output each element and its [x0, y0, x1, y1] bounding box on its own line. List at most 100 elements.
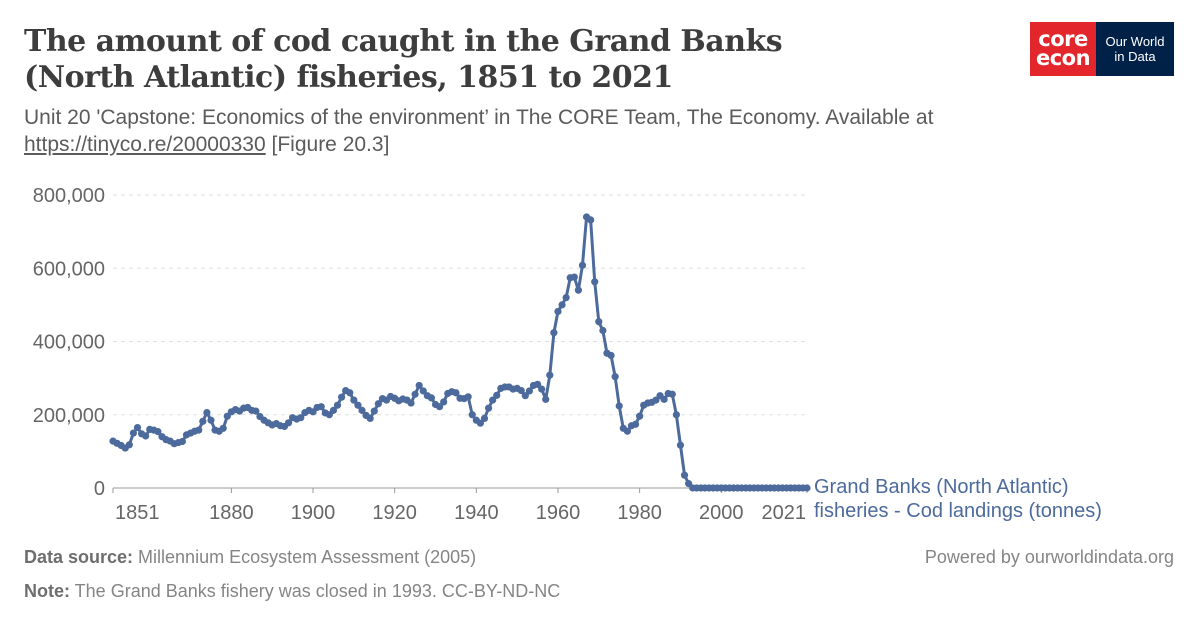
data-point[interactable] [427, 394, 436, 402]
data-point[interactable] [542, 395, 550, 403]
data-point[interactable] [358, 406, 366, 414]
data-point[interactable] [574, 286, 582, 294]
data-point[interactable] [546, 371, 554, 379]
data-point[interactable] [615, 402, 623, 410]
data-point[interactable] [660, 395, 668, 403]
data-point[interactable] [415, 381, 423, 390]
data-point[interactable] [591, 278, 599, 286]
data-point[interactable] [284, 419, 293, 427]
data-points [109, 213, 811, 492]
data-point[interactable] [587, 216, 595, 224]
data-point[interactable] [554, 307, 562, 316]
data-point[interactable] [525, 387, 534, 395]
data-point[interactable] [468, 411, 476, 419]
powered-by[interactable]: Powered by ourworldindata.org [924, 547, 1174, 567]
series-lines [112, 215, 807, 490]
data-point[interactable] [142, 432, 150, 440]
core-logo-line1: core [1038, 27, 1088, 51]
data-point[interactable] [680, 471, 689, 479]
series-label-line1[interactable]: Grand Banks (North Atlantic) [814, 476, 1069, 498]
data-point[interactable] [476, 419, 485, 427]
our-world-in-data-logo[interactable]: Our World in Data [1096, 22, 1174, 76]
series-line[interactable] [112, 215, 807, 490]
data-point[interactable] [207, 416, 215, 424]
data-point[interactable] [178, 437, 186, 446]
x-tick-label: 2000 [699, 502, 744, 524]
data-point[interactable] [407, 399, 415, 407]
data-point[interactable] [435, 403, 444, 411]
data-point[interactable] [374, 400, 382, 408]
data-point[interactable] [676, 441, 685, 449]
owid-logo-line1: Our World [1105, 34, 1165, 49]
data-point[interactable] [125, 441, 133, 449]
data-point[interactable] [493, 391, 501, 399]
x-tick-label: 1960 [536, 502, 581, 524]
data-point[interactable] [203, 408, 211, 417]
data-point[interactable] [419, 387, 427, 395]
data-point[interactable] [370, 407, 378, 415]
y-axis-ticks: 0 200,000 400,000 600,000 800,000 [33, 185, 105, 500]
source-link[interactable]: https://tinyco.re/20000330 [24, 133, 266, 156]
data-point[interactable] [599, 326, 607, 335]
data-point[interactable] [154, 428, 162, 436]
y-tick-label: 800,000 [33, 185, 105, 207]
data-point[interactable] [338, 393, 346, 401]
data-point[interactable] [297, 414, 305, 422]
data-point[interactable] [533, 380, 542, 388]
data-point[interactable] [672, 411, 680, 419]
data-point[interactable] [550, 329, 558, 337]
data-point[interactable] [623, 427, 631, 435]
data-point[interactable] [452, 389, 460, 397]
data-point[interactable] [558, 301, 566, 309]
data-point[interactable] [133, 423, 142, 432]
data-point[interactable] [517, 386, 525, 395]
data-point[interactable] [578, 261, 587, 269]
data-point[interactable] [354, 401, 362, 409]
data-point[interactable] [199, 417, 207, 425]
data-point[interactable] [611, 373, 619, 381]
data-point[interactable] [607, 351, 615, 360]
data-point[interactable] [631, 420, 640, 428]
data-point[interactable] [195, 426, 203, 434]
data-point[interactable] [538, 385, 546, 393]
core-logo-line2: econ [1035, 46, 1091, 70]
data-point[interactable] [562, 293, 570, 302]
y-tick-label: 600,000 [33, 258, 105, 280]
chart-note: Note: The Grand Banks fishery was closed… [24, 581, 560, 602]
x-tick-label: 1880 [209, 502, 254, 524]
data-point[interactable] [317, 403, 325, 411]
series-label-line2[interactable]: fisheries - Cod landings (tonnes) [814, 500, 1102, 522]
data-point[interactable] [595, 318, 603, 326]
note-text: The Grand Banks fishery was closed in 19… [70, 581, 561, 601]
data-point[interactable] [411, 390, 419, 398]
data-point[interactable] [489, 396, 497, 404]
data-point[interactable] [484, 404, 493, 412]
data-point[interactable] [521, 392, 529, 400]
data-point[interactable] [480, 414, 489, 423]
data-point[interactable] [803, 484, 811, 492]
data-point[interactable] [129, 429, 138, 437]
data-point[interactable] [219, 424, 227, 432]
data-point[interactable] [329, 406, 338, 414]
logo-group[interactable]: core econ Our World in Data [1030, 22, 1174, 76]
data-point[interactable] [333, 401, 342, 409]
x-axis: 1851 1880 1900 1920 1940 1960 1980 2000 2021 [112, 487, 808, 524]
x-tick-label: 1920 [372, 502, 417, 524]
data-point[interactable] [366, 414, 374, 423]
x-tick-label: 2021 [762, 502, 807, 524]
data-point[interactable] [464, 393, 472, 401]
data-point[interactable] [570, 273, 578, 281]
data-point[interactable] [350, 396, 358, 404]
data-source: Data source: Millennium Ecosystem Assess… [24, 547, 476, 568]
core-econ-logo[interactable]: core econ [1030, 22, 1096, 76]
data-source-label: Data source: [24, 547, 134, 567]
note-label: Note: [24, 581, 70, 601]
data-point[interactable] [440, 398, 448, 406]
data-point[interactable] [346, 389, 354, 397]
data-point[interactable] [668, 390, 676, 398]
data-point[interactable] [636, 412, 644, 420]
data-point[interactable] [252, 407, 260, 415]
chart-subtitle: Unit 20 'Capstone: Economics of the envi… [24, 104, 1084, 158]
subtitle-suffix: [Figure 20.3] [265, 133, 390, 156]
